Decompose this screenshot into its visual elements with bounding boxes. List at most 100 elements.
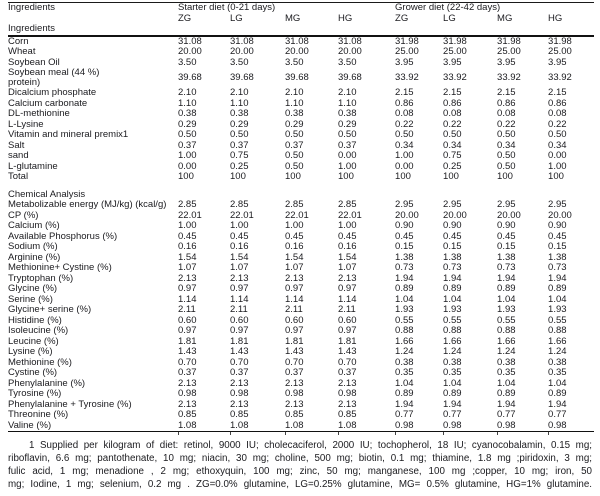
col-header-grower-mg: MG — [497, 12, 513, 24]
cell-value: 1.04 — [548, 377, 567, 389]
cell-value: 0.38 — [338, 108, 357, 120]
cell-value: 100 — [178, 171, 194, 183]
cell-value: 0.55 — [443, 314, 462, 326]
cell-value: 33.92 — [548, 72, 572, 83]
cell-value: 0.22 — [497, 118, 516, 130]
cell-value: 2.95 — [548, 199, 567, 211]
row-label: Soybean Oil — [8, 56, 60, 68]
table-row: Glycine+ serine (%) 2.11 2.11 2.11 2.11 1.93 1… — [8, 305, 594, 316]
cell-value: 0.73 — [443, 262, 462, 274]
cell-value: 0.29 — [285, 118, 304, 130]
header-row-treatments: ZG LG MG HG ZG LG MG HG — [8, 12, 594, 25]
row-label: L-glutamine — [8, 160, 58, 172]
cell-value: 1.38 — [497, 251, 516, 263]
column-tick — [497, 432, 498, 435]
cell-value: 0.60 — [230, 314, 249, 326]
cell-value: 1.43 — [230, 346, 249, 358]
row-label: Tyrosine (%) — [8, 388, 62, 400]
cell-value: 2.15 — [548, 87, 567, 99]
cell-value: 0.15 — [548, 241, 567, 253]
footnote-line: mg; Iodine, 1 mg; selenium, 0.2 mg . ZG=… — [8, 478, 592, 490]
cell-value: 0.37 — [338, 139, 357, 151]
cell-value: 0.50 — [230, 129, 249, 141]
cell-value: 20.00 — [395, 209, 419, 221]
cell-value: 20.00 — [497, 209, 521, 221]
cell-value: 31.98 — [497, 35, 521, 47]
column-tick — [285, 432, 286, 435]
cell-value: 0.50 — [497, 150, 516, 162]
footnote-line: 1 Supplied per kilogram of diet: retinol… — [29, 440, 592, 451]
cell-value: 0.75 — [230, 150, 249, 162]
cell-value: 0.38 — [548, 356, 567, 368]
table-row: Wheat 20.00 20.00 20.00 20.00 25.00 25.00 25.00… — [8, 47, 594, 58]
cell-value: 0.97 — [178, 325, 197, 337]
cell-value: 2.10 — [230, 87, 249, 99]
cell-value: 1.10 — [285, 97, 304, 109]
cell-value: 25.00 — [395, 46, 419, 58]
cell-value: 0.50 — [548, 129, 567, 141]
cell-value: 2.13 — [230, 398, 249, 410]
cell-value: 1.66 — [548, 335, 567, 347]
table-row: Tryptophan (%) 2.13 2.13 2.13 2.13 1.94 1.94 1.… — [8, 272, 594, 285]
cell-value: 1.24 — [497, 346, 516, 358]
cell-value: 22.01 — [285, 209, 309, 221]
table-row: sand 1.00 0.75 0.50 0.00 1.00 0.75 0.50 0.00 — [8, 151, 594, 162]
cell-value: 0.25 — [443, 160, 462, 172]
cell-value: 0.35 — [443, 367, 462, 379]
table-row: Total 100 100 100 100 100 100 100 100 — [8, 172, 594, 183]
cell-value: 2.95 — [395, 199, 414, 211]
cell-value: 2.13 — [178, 398, 197, 410]
cell-value: 0.34 — [443, 139, 462, 151]
row-label: Dicalcium phosphate — [8, 87, 97, 99]
cell-value: 1.66 — [443, 335, 462, 347]
cell-value: 0.38 — [178, 108, 197, 120]
cell-value: 0.90 — [395, 220, 414, 232]
footnote-line: fulic acid, 1 mg; menadione , 2 mg; etho… — [8, 465, 592, 477]
cell-value: 1.24 — [395, 346, 414, 358]
cell-value: 0.97 — [338, 325, 357, 337]
cell-value: 20.00 — [338, 46, 362, 58]
col-header-starter-hg: HG — [338, 12, 353, 24]
cell-value: 1.43 — [338, 346, 357, 358]
cell-value: 1.94 — [497, 398, 516, 410]
cell-value: 0.97 — [178, 283, 197, 295]
column-tick — [230, 432, 231, 435]
diet-composition-table: Ingredients Starter diet (0-21 days) Gro… — [8, 2, 595, 435]
cell-value: 1.81 — [285, 335, 304, 347]
section-header-row: Chemical Analysis — [8, 183, 594, 201]
cell-value: 0.50 — [285, 129, 304, 141]
cell-value: 0.45 — [548, 230, 567, 242]
cell-value: 1.94 — [497, 272, 516, 284]
cell-value: 0.37 — [230, 139, 249, 151]
cell-value: 31.98 — [395, 35, 419, 47]
cell-value: 1.94 — [395, 272, 414, 284]
cell-value: 0.34 — [395, 139, 414, 151]
cell-value: 2.11 — [338, 304, 356, 316]
cell-value: 20.00 — [230, 46, 254, 58]
row-label: Serine (%) — [8, 293, 53, 305]
cell-value: 2.13 — [338, 272, 357, 284]
cell-value: 0.70 — [230, 356, 249, 368]
cell-value: 1.00 — [338, 160, 357, 172]
section-header-body: Chemical Analysis — [8, 183, 594, 201]
table-row: Arginine (%) 1.54 1.54 1.54 1.54 1.38 1.38 1.38… — [8, 251, 594, 264]
cell-value: 1.00 — [178, 220, 197, 232]
cell-value: 0.90 — [548, 220, 567, 232]
ingredient-rows: Corn 31.08 31.08 31.08 31.08 31.98 31.98 31.98 3… — [8, 36, 594, 183]
table-row: Vitamin and mineral premix1 0.50 0.50 0.50 0… — [8, 130, 594, 141]
cell-value: 0.29 — [338, 118, 357, 130]
cell-value: 0.00 — [338, 150, 357, 162]
cell-value: 0.77 — [548, 409, 567, 421]
cell-value: 3.95 — [395, 56, 414, 68]
cell-value: 0.38 — [443, 356, 462, 368]
cell-value: 2.13 — [230, 377, 249, 389]
table-footnote: 1 Supplied per kilogram of diet: retinol… — [8, 440, 592, 492]
cell-value: 2.95 — [443, 199, 462, 211]
col-header-starter-zg: ZG — [178, 12, 192, 24]
cell-value: 0.37 — [285, 139, 304, 151]
table-row: Salt 0.37 0.37 0.37 0.37 0.34 0.34 0.34 0.34 — [8, 139, 594, 152]
cell-value: 0.89 — [443, 283, 462, 295]
cell-value: 0.29 — [230, 118, 249, 130]
cell-value: 0.90 — [443, 220, 462, 232]
cell-value: 2.13 — [338, 377, 357, 389]
